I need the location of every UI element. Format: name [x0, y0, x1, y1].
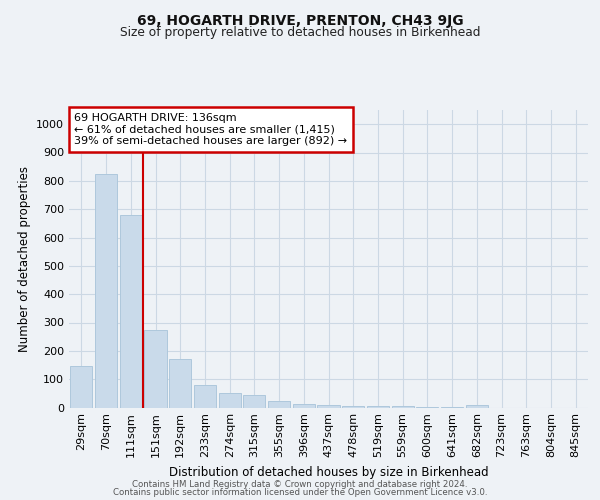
Bar — [70, 366, 92, 408]
Bar — [392, 406, 414, 408]
Text: Size of property relative to detached houses in Birkenhead: Size of property relative to detached ho… — [120, 26, 480, 39]
Bar — [466, 405, 488, 407]
Bar — [416, 406, 439, 408]
Bar — [342, 406, 364, 407]
Bar — [243, 396, 265, 407]
Text: 69, HOGARTH DRIVE, PRENTON, CH43 9JG: 69, HOGARTH DRIVE, PRENTON, CH43 9JG — [137, 14, 463, 28]
Bar — [218, 393, 241, 407]
Bar — [367, 406, 389, 407]
Bar — [169, 360, 191, 408]
Bar — [95, 174, 117, 408]
Y-axis label: Number of detached properties: Number of detached properties — [17, 166, 31, 352]
X-axis label: Distribution of detached houses by size in Birkenhead: Distribution of detached houses by size … — [169, 466, 488, 479]
Text: Contains public sector information licensed under the Open Government Licence v3: Contains public sector information licen… — [113, 488, 487, 497]
Bar — [119, 215, 142, 408]
Bar — [268, 402, 290, 407]
Text: 69 HOGARTH DRIVE: 136sqm
← 61% of detached houses are smaller (1,415)
39% of sem: 69 HOGARTH DRIVE: 136sqm ← 61% of detach… — [74, 113, 347, 146]
Text: Contains HM Land Registry data © Crown copyright and database right 2024.: Contains HM Land Registry data © Crown c… — [132, 480, 468, 489]
Bar — [145, 330, 167, 407]
Bar — [317, 405, 340, 407]
Bar — [194, 386, 216, 407]
Bar — [293, 404, 315, 407]
Bar — [441, 407, 463, 408]
